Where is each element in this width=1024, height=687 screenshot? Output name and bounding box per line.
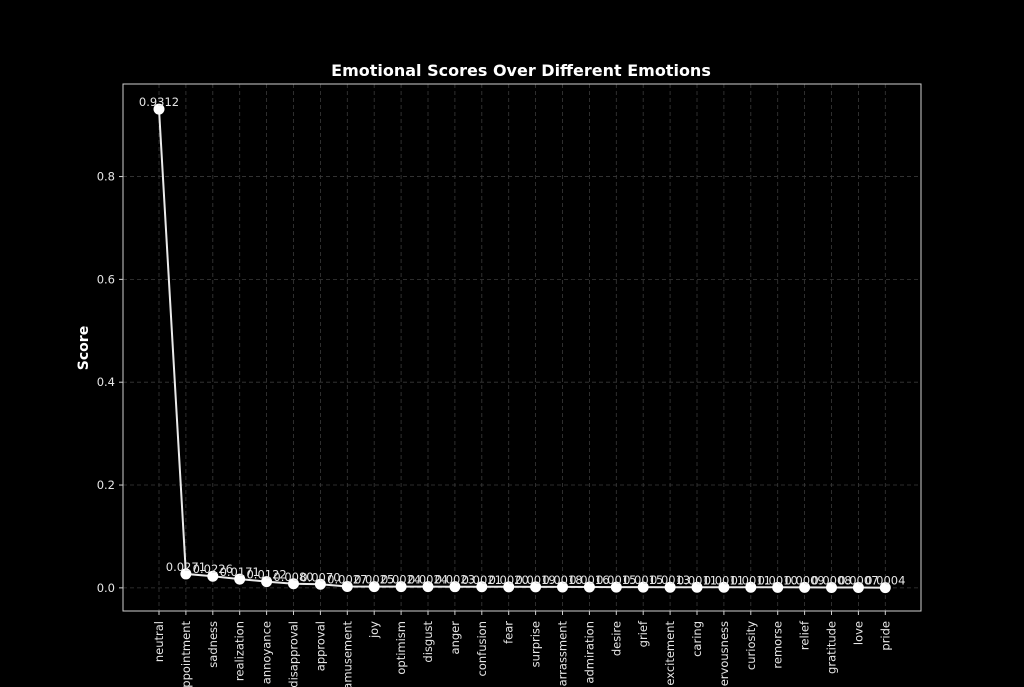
x-tick-label: embarrassment [556, 621, 570, 687]
x-tick-label: neutral [152, 621, 166, 662]
data-label: 0.0013 [650, 573, 690, 587]
data-point [476, 581, 488, 593]
data-point [637, 581, 649, 593]
data-label: 0.0015 [623, 573, 663, 587]
data-point [422, 581, 434, 593]
data-label: 0.0171 [220, 565, 260, 579]
data-label: 0.0122 [246, 568, 286, 582]
y-tick-label: 0.4 [97, 375, 115, 389]
axes: 0.0 0.2 0.4 0.6 0.8 neutral disappointment sadn… [97, 170, 893, 687]
data-point [180, 568, 192, 580]
data-point [368, 581, 380, 593]
x-tick-label: excitement [663, 621, 677, 686]
chart-title: Emotional Scores Over Different Emotions [331, 61, 711, 80]
data-label: 0.0016 [569, 573, 609, 587]
data-label: 0.0004 [865, 574, 905, 588]
x-tick-label: sadness [206, 621, 220, 668]
data-label: 0.0027 [327, 572, 367, 586]
x-tick-label: anger [448, 621, 462, 655]
data-label: 0.0018 [542, 573, 582, 587]
score-series [153, 103, 891, 594]
data-point [395, 581, 407, 593]
x-tick-label: curiosity [744, 621, 758, 670]
x-tick-label: relief [798, 620, 812, 650]
y-tick-label: 0.6 [97, 272, 115, 286]
x-tick-label: grief [636, 620, 650, 647]
data-point [449, 581, 461, 593]
data-label: 0.0080 [273, 570, 313, 584]
data-labels: 0.93120.02710.02260.01710.01220.00800.00… [139, 95, 906, 588]
data-point [664, 581, 676, 593]
data-label: 0.0070 [300, 570, 340, 584]
data-label: 0.0226 [193, 562, 233, 576]
data-point [557, 581, 568, 593]
x-tick-label: remorse [771, 621, 785, 669]
data-label: 0.0021 [462, 573, 502, 587]
data-point [503, 581, 515, 593]
data-point [288, 578, 299, 590]
data-point [610, 581, 622, 593]
x-tick-label: confusion [475, 621, 489, 677]
x-tick-label: caring [690, 621, 704, 657]
data-point [852, 582, 864, 594]
x-tick-label: annoyance [260, 621, 274, 684]
x-tick-label: realization [233, 621, 247, 681]
x-tick-label: desire [609, 621, 623, 656]
data-label: 0.0010 [758, 573, 798, 587]
data-point [745, 581, 757, 593]
data-label: 0.0271 [166, 560, 206, 574]
x-tick-label: optimism [394, 621, 408, 675]
data-point [879, 582, 891, 594]
data-point [826, 581, 837, 593]
data-point [207, 570, 219, 582]
x-tick-label: amusement [340, 621, 354, 687]
score-line [158, 109, 886, 589]
data-point [234, 573, 246, 585]
data-point [153, 103, 165, 115]
x-tick-label: gratitude [825, 621, 839, 674]
grid-lines [123, 84, 921, 611]
data-point [691, 581, 703, 593]
x-tick-label: surprise [529, 621, 543, 667]
plot-area-frame [122, 83, 922, 612]
data-label: 0.0007 [838, 574, 878, 588]
data-label: 0.9312 [139, 95, 179, 109]
x-tick-label: nervousness [717, 621, 731, 687]
x-tick-label: disgust [421, 621, 435, 663]
data-point [314, 578, 326, 590]
x-tick-label: disappointment [179, 621, 193, 687]
data-label: 0.0024 [381, 573, 421, 587]
x-tick-label: joy [367, 621, 381, 639]
data-label: 0.0024 [408, 573, 448, 587]
data-label: 0.0020 [489, 573, 529, 587]
data-point [799, 581, 811, 593]
data-label: 0.0015 [596, 573, 636, 587]
x-tick-label: love [851, 621, 865, 645]
data-label: 0.0025 [354, 573, 394, 587]
x-tick-label: approval [313, 621, 327, 671]
x-tick-label: disapproval [287, 621, 301, 687]
data-point [772, 581, 784, 593]
data-label: 0.0023 [435, 573, 475, 587]
x-tick-label: fear [502, 621, 516, 644]
x-tick-label: pride [878, 621, 892, 651]
data-label: 0.0011 [731, 573, 771, 587]
data-label: 0.0011 [704, 573, 744, 587]
data-label: 0.0019 [515, 573, 555, 587]
y-tick-label: 0.0 [97, 581, 115, 595]
x-tick-label: admiration [582, 621, 596, 684]
data-point [718, 581, 730, 593]
y-axis-label: Score [76, 326, 92, 370]
data-point [261, 576, 273, 588]
data-label: 0.0008 [811, 573, 851, 587]
data-point [583, 581, 595, 593]
y-tick-label: 0.8 [97, 170, 115, 184]
data-label: 0.0009 [784, 573, 824, 587]
data-label: 0.0011 [677, 573, 717, 587]
data-point [341, 580, 353, 592]
y-tick-label: 0.2 [97, 478, 115, 492]
data-point [530, 581, 542, 593]
